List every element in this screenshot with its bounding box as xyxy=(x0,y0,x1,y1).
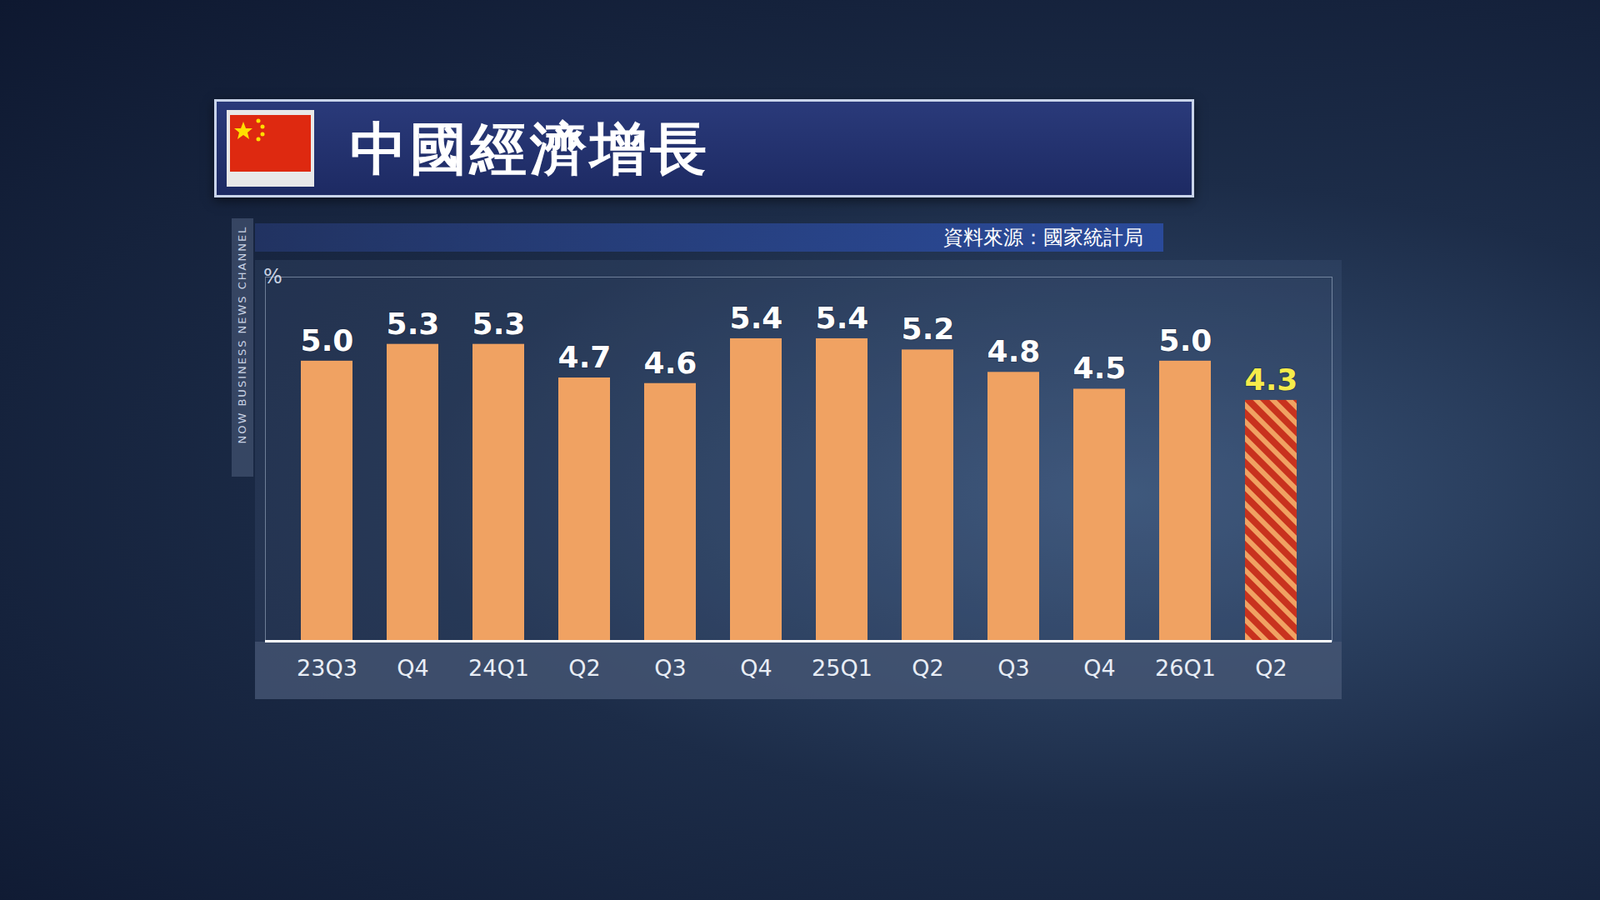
svg-text:24Q1: 24Q1 xyxy=(468,655,530,681)
svg-text:5.0: 5.0 xyxy=(300,323,355,358)
svg-text:5.3: 5.3 xyxy=(386,306,440,341)
svg-text:5.4: 5.4 xyxy=(815,300,870,335)
html-text:NOW BUSINESS NEWS CHANNEL: NOW BUSINESS NEWS CHANNEL xyxy=(235,225,248,444)
svg-text:5.2: 5.2 xyxy=(901,311,955,346)
html-text:中國經濟增長: 中國經濟增長 xyxy=(350,115,710,182)
svg-text:Q3: Q3 xyxy=(997,655,1030,681)
svg-text:4.5: 4.5 xyxy=(1073,350,1127,385)
svg-text:Q2: Q2 xyxy=(1255,655,1287,681)
svg-text:4.8: 4.8 xyxy=(987,334,1041,369)
svg-text:23Q3: 23Q3 xyxy=(296,655,358,681)
svg-text:Q4: Q4 xyxy=(1083,655,1115,681)
svg-text:Q4: Q4 xyxy=(740,655,772,681)
svg-text:5.0: 5.0 xyxy=(1159,323,1213,358)
svg-text:Q2: Q2 xyxy=(568,655,600,681)
svg-text:Q4: Q4 xyxy=(396,655,429,681)
svg-text:26Q1: 26Q1 xyxy=(1155,655,1216,681)
svg-text:5.3: 5.3 xyxy=(472,306,526,341)
svg-text:4.7: 4.7 xyxy=(558,340,612,375)
svg-text:5.4: 5.4 xyxy=(730,300,784,335)
svg-text:4.6: 4.6 xyxy=(644,345,698,380)
html-text:資料來源：國家統計局: 資料來源：國家統計局 xyxy=(943,225,1144,250)
svg-text:Q3: Q3 xyxy=(654,655,686,681)
svg-text:25Q1: 25Q1 xyxy=(811,655,873,681)
svg-text:4.3: 4.3 xyxy=(1245,362,1299,397)
svg-text:Q2: Q2 xyxy=(911,655,944,681)
